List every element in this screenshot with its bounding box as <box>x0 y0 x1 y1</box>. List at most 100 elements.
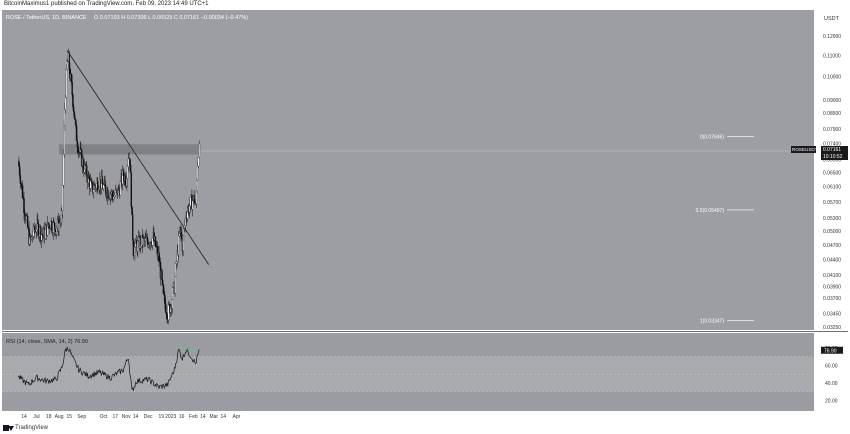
candle <box>72 93 74 111</box>
candle-body <box>175 263 177 277</box>
candle-body <box>65 68 68 98</box>
price-tick-label: 0.04100 <box>823 273 841 279</box>
time-tick-label: Mar <box>209 414 218 420</box>
time-axis-bg <box>2 411 848 420</box>
tradingview-logo-icon <box>3 425 14 431</box>
footer: TradingView <box>3 423 48 433</box>
rsi-tick-label: 60.00 <box>825 363 838 369</box>
candle-body <box>21 185 24 198</box>
candle-body <box>195 190 198 204</box>
candle-body <box>132 214 134 240</box>
price-tick-label: 0.11000 <box>823 53 841 59</box>
rsi-title: RSI (14, close, SMA, 14, 2) 76.90 <box>6 339 88 345</box>
candle <box>91 178 93 185</box>
candle-body <box>58 223 60 231</box>
candle-body <box>18 166 21 176</box>
candle-body <box>61 210 63 216</box>
candle-body <box>63 125 65 155</box>
time-tick-label: Feb <box>189 414 198 420</box>
candle-body <box>175 261 178 264</box>
fib-level-label: 0.5(0.05497) <box>696 208 725 214</box>
price-tick-label: 0.04400 <box>823 258 841 264</box>
candle <box>92 182 95 199</box>
candle <box>197 161 199 182</box>
candle <box>127 153 130 172</box>
candle-body <box>146 236 149 242</box>
candle-body <box>76 140 79 147</box>
candle <box>66 59 68 71</box>
candle <box>47 221 49 229</box>
candle-body <box>183 228 185 236</box>
bearish-divergence-line <box>180 345 198 353</box>
candle-body <box>27 227 30 229</box>
candle-body <box>161 279 164 285</box>
candle-body <box>184 218 187 226</box>
candle-body <box>75 125 78 141</box>
price-tick-label: 0.08500 <box>823 111 841 117</box>
candle-body <box>95 182 97 189</box>
candle-body <box>194 201 196 204</box>
candle-body <box>48 224 51 228</box>
candle-body <box>113 196 115 200</box>
candle-body <box>44 228 46 239</box>
candle-body <box>163 293 165 296</box>
candle <box>129 160 132 173</box>
resistance-zone <box>59 144 201 155</box>
candle-body <box>178 235 180 255</box>
chart-area[interactable]: 0(0.07646) 0.5(0.05497) 1(0.03347) 0.12000… <box>2 10 848 420</box>
candle <box>191 198 194 217</box>
candle <box>162 283 165 295</box>
candle-body <box>131 206 133 215</box>
candle <box>124 172 127 188</box>
candle-body <box>129 158 131 166</box>
price-tick-label: 0.06100 <box>823 185 841 191</box>
countdown-label: 10:10:52 <box>823 154 843 160</box>
candle-body <box>66 60 68 70</box>
price-panel-bg <box>2 10 814 330</box>
candle <box>53 222 56 237</box>
candle <box>144 231 146 247</box>
candle-body <box>71 81 73 95</box>
candle <box>26 213 29 229</box>
candle-body <box>55 231 57 235</box>
candle-body <box>180 234 183 240</box>
price-tick-label: 0.03450 <box>823 312 841 318</box>
candle-body <box>38 234 41 237</box>
candle <box>198 140 200 159</box>
price-axis-bg <box>814 10 848 411</box>
time-tick-label: Dec <box>144 414 153 420</box>
time-tick-label: Sep <box>77 414 86 420</box>
price-axis-unit: USDT <box>824 16 840 22</box>
time-tick-label: 14 <box>221 414 227 420</box>
rsi-tick-label: 20.00 <box>825 398 838 404</box>
candle <box>74 114 76 125</box>
candle-body <box>118 187 120 191</box>
candle <box>180 232 183 241</box>
time-tick-label: 14 <box>200 414 206 420</box>
candle-body <box>182 234 184 251</box>
candle-body <box>56 228 58 233</box>
candle <box>126 164 129 187</box>
candle-body <box>86 165 88 178</box>
candle-body <box>164 303 167 313</box>
candle <box>195 185 198 208</box>
candle-body <box>111 191 114 196</box>
candle <box>197 155 200 169</box>
candle-body <box>41 234 43 236</box>
candle <box>172 285 174 301</box>
candle-body <box>80 148 82 151</box>
price-label: 0.07161 <box>823 147 841 153</box>
candle <box>193 190 195 206</box>
candle-body <box>142 237 144 246</box>
candle-body <box>171 299 173 309</box>
symbol-label: ROSEUSDT <box>792 147 818 152</box>
candle-body <box>98 187 100 191</box>
candle-body <box>51 221 53 231</box>
time-tick-label: Nov <box>122 414 131 420</box>
candle-body <box>46 222 49 236</box>
candle-body <box>166 314 168 320</box>
candle-body <box>53 221 55 224</box>
time-tick-label: 19 <box>158 414 164 420</box>
chart-svg[interactable]: 0(0.07646) 0.5(0.05497) 1(0.03347) 0.12000… <box>2 10 848 420</box>
rsi-line <box>17 346 200 391</box>
